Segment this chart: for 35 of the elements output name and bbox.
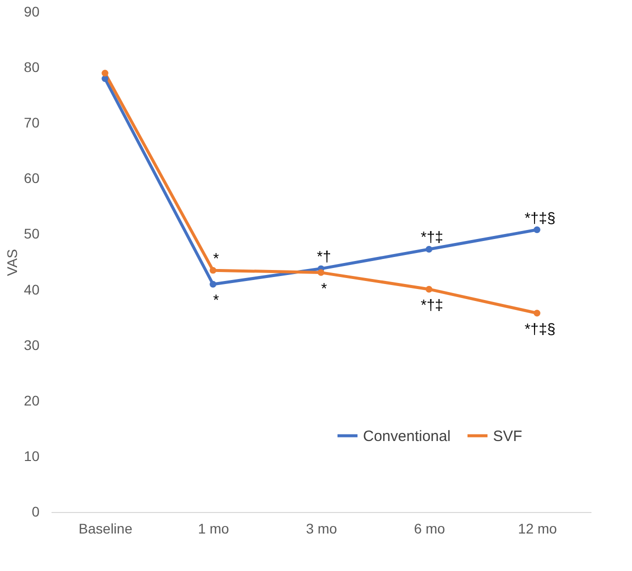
x-tick-label: 1 mo <box>198 520 230 536</box>
y-tick-label: 20 <box>24 392 40 408</box>
annotation: *†‡§ <box>524 321 556 338</box>
x-tick-label: 6 mo <box>414 520 446 536</box>
point <box>534 310 540 316</box>
y-axis-title: VAS <box>4 249 20 276</box>
x-tick-label: 12 mo <box>518 520 558 536</box>
annotation: *†‡§ <box>524 210 556 227</box>
y-tick-label: 80 <box>24 59 40 76</box>
point <box>210 280 216 288</box>
point <box>102 70 108 76</box>
annotation: * <box>321 280 328 298</box>
annotation: * <box>213 250 220 268</box>
point <box>318 269 324 276</box>
point <box>210 266 216 274</box>
legend-label: SVF <box>493 428 522 445</box>
y-tick-label: 30 <box>24 336 40 353</box>
point <box>426 246 432 253</box>
annotation: *†‡ <box>420 297 444 314</box>
legend-label: Conventional <box>363 428 451 445</box>
point <box>426 286 432 293</box>
annotation: *†‡ <box>420 229 444 246</box>
annotation: * <box>213 292 220 310</box>
annotation: *† <box>316 248 332 266</box>
y-tick-label: 0 <box>32 504 40 520</box>
y-tick-label: 10 <box>24 448 40 464</box>
y-tick-label: 90 <box>24 4 40 20</box>
point <box>102 75 108 82</box>
y-tick-label: 70 <box>24 114 40 131</box>
point <box>534 226 540 234</box>
x-tick-label: 3 mo <box>306 520 338 536</box>
y-tick-label: 50 <box>24 226 40 242</box>
y-tick-label: 40 <box>24 281 40 298</box>
x-tick-label: Baseline <box>78 520 133 536</box>
y-tick-label: 60 <box>24 170 40 186</box>
